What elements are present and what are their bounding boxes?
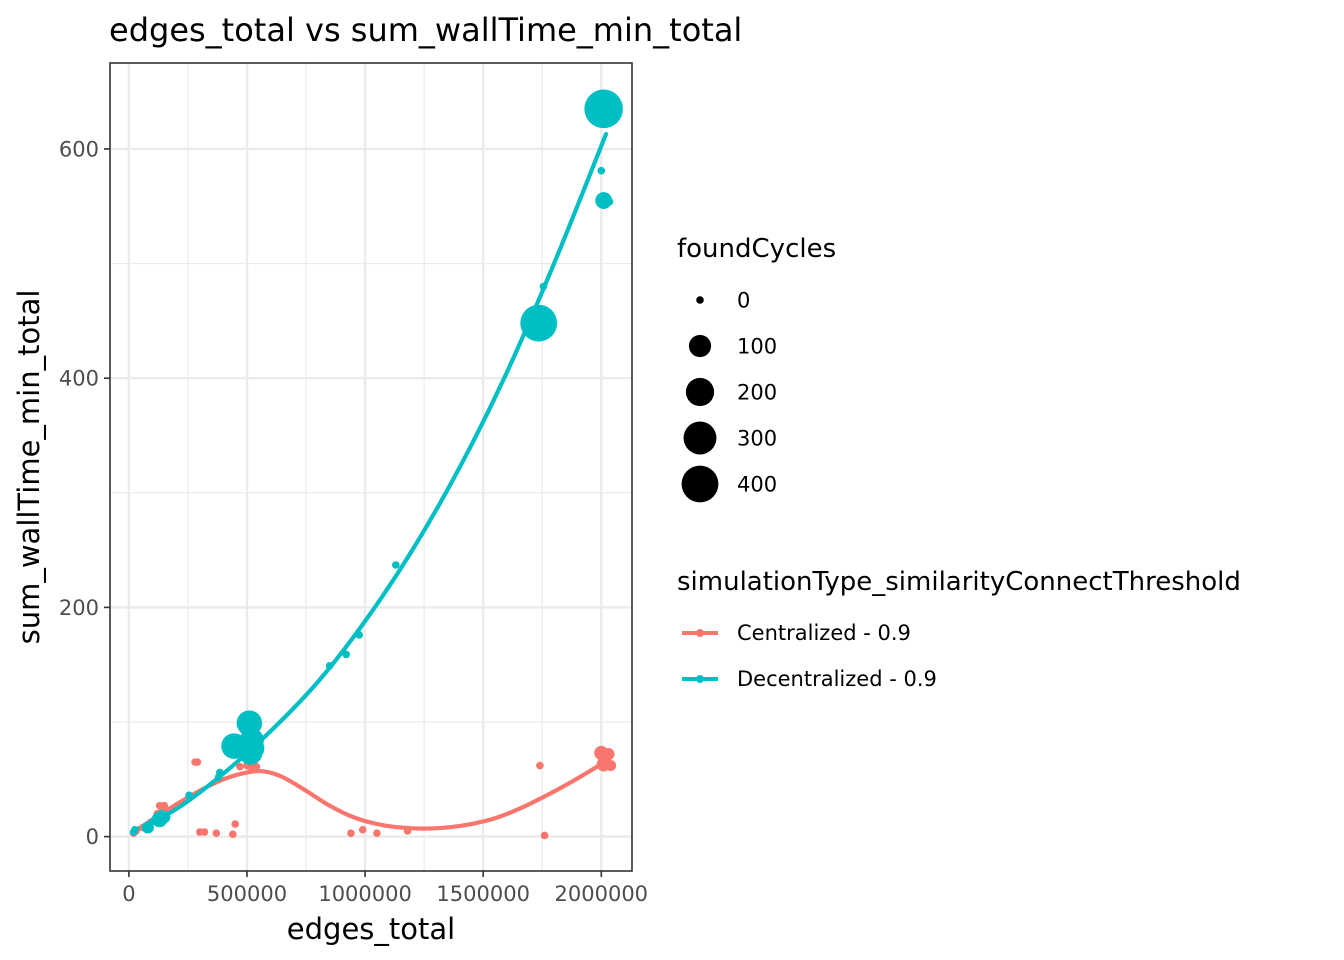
y-axis: 0 200 400 600 [59, 137, 110, 849]
point-centralized-21 [347, 829, 355, 837]
point-decentralized-9 [216, 768, 224, 777]
y-tick-label-0: 0 [86, 825, 99, 849]
x-axis: 0 500000 1000000 1500000 2000000 [122, 871, 648, 906]
size-legend-label-4: 400 [737, 473, 777, 497]
point-decentralized-17 [355, 631, 363, 639]
color-legend-title: simulationType_similarityConnectThreshol… [677, 567, 1241, 597]
x-tick-label-3: 1500000 [436, 882, 530, 906]
point-decentralized-18 [392, 561, 400, 569]
x-tick-label-2: 1000000 [318, 882, 412, 906]
size-legend-items: 0 100 200 300 400 [681, 289, 777, 503]
point-centralized-15 [236, 762, 244, 771]
point-centralized-25 [536, 761, 544, 770]
x-tick-label-0: 0 [122, 882, 135, 906]
legend-label-decentralized: Decentralized - 0.9 [737, 667, 937, 691]
size-legend-label-2: 200 [737, 381, 777, 405]
y-axis-label: sum_wallTime_min_total [12, 290, 46, 645]
plot-panel [109, 62, 633, 872]
point-centralized-12 [212, 829, 221, 837]
point-centralized-14 [231, 820, 239, 828]
point-centralized-13 [229, 830, 237, 839]
chart-title: edges_total vs sum_wallTime_min_total [109, 11, 742, 49]
point-centralized-9 [193, 758, 202, 766]
legend-label-centralized: Centralized - 0.9 [737, 621, 911, 645]
data-points [129, 89, 623, 840]
point-decentralized-20 [539, 282, 548, 291]
size-legend-label-3: 300 [737, 427, 777, 451]
x-tick-label-1: 500000 [207, 882, 287, 906]
grid-lines [110, 63, 632, 871]
panel-background [110, 63, 632, 871]
point-centralized-26 [540, 831, 549, 840]
point-decentralized-16 [342, 650, 350, 659]
point-decentralized-19 [520, 304, 558, 342]
legend-dot-decentralized [696, 675, 704, 683]
size-legend: foundCycles 0 100 200 300 400 [677, 234, 836, 503]
point-centralized-11 [200, 828, 209, 836]
x-tick-label-4: 2000000 [555, 882, 649, 906]
y-tick-label-3: 600 [59, 137, 99, 161]
legend-dot-centralized [696, 629, 704, 637]
color-legend-item-centralized: Centralized - 0.9 [682, 621, 911, 645]
size-legend-dot-1 [688, 334, 712, 358]
point-decentralized-25 [584, 89, 623, 129]
size-legend-dot-4 [681, 465, 719, 503]
point-centralized-23 [373, 829, 381, 837]
point-centralized-30 [602, 747, 615, 761]
x-axis-label: edges_total [287, 912, 455, 946]
point-centralized-24 [403, 827, 412, 835]
point-decentralized-6 [158, 811, 171, 824]
point-centralized-31 [605, 760, 617, 771]
size-legend-dot-2 [685, 377, 715, 407]
point-decentralized-14 [241, 736, 265, 760]
size-legend-dot-0 [696, 296, 704, 304]
point-decentralized-21 [597, 166, 606, 175]
size-legend-label-1: 100 [737, 335, 777, 359]
size-legend-dot-3 [683, 421, 717, 455]
panel-border [109, 62, 633, 872]
point-centralized-20 [252, 762, 261, 771]
y-tick-label-2: 400 [59, 367, 99, 391]
point-decentralized-1 [131, 825, 139, 834]
point-decentralized-24 [605, 197, 614, 206]
color-legend: simulationType_similarityConnectThreshol… [677, 567, 1241, 691]
point-decentralized-7 [185, 791, 193, 800]
size-legend-label-0: 0 [737, 289, 750, 313]
point-centralized-7 [160, 801, 169, 810]
y-tick-label-1: 200 [59, 596, 99, 620]
color-legend-item-decentralized: Decentralized - 0.9 [682, 667, 937, 691]
point-decentralized-15 [325, 662, 334, 670]
size-legend-title: foundCycles [677, 234, 836, 264]
point-centralized-22 [358, 825, 367, 834]
